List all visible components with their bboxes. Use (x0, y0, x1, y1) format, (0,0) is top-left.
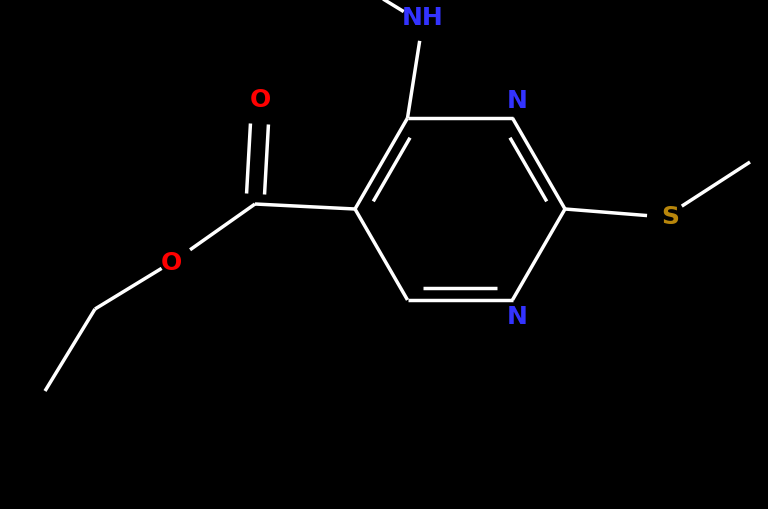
Text: O: O (161, 251, 181, 275)
Text: NH: NH (402, 6, 443, 30)
Text: N: N (507, 89, 528, 113)
Text: S: S (661, 205, 679, 229)
Text: O: O (250, 88, 270, 112)
Text: N: N (507, 305, 528, 329)
